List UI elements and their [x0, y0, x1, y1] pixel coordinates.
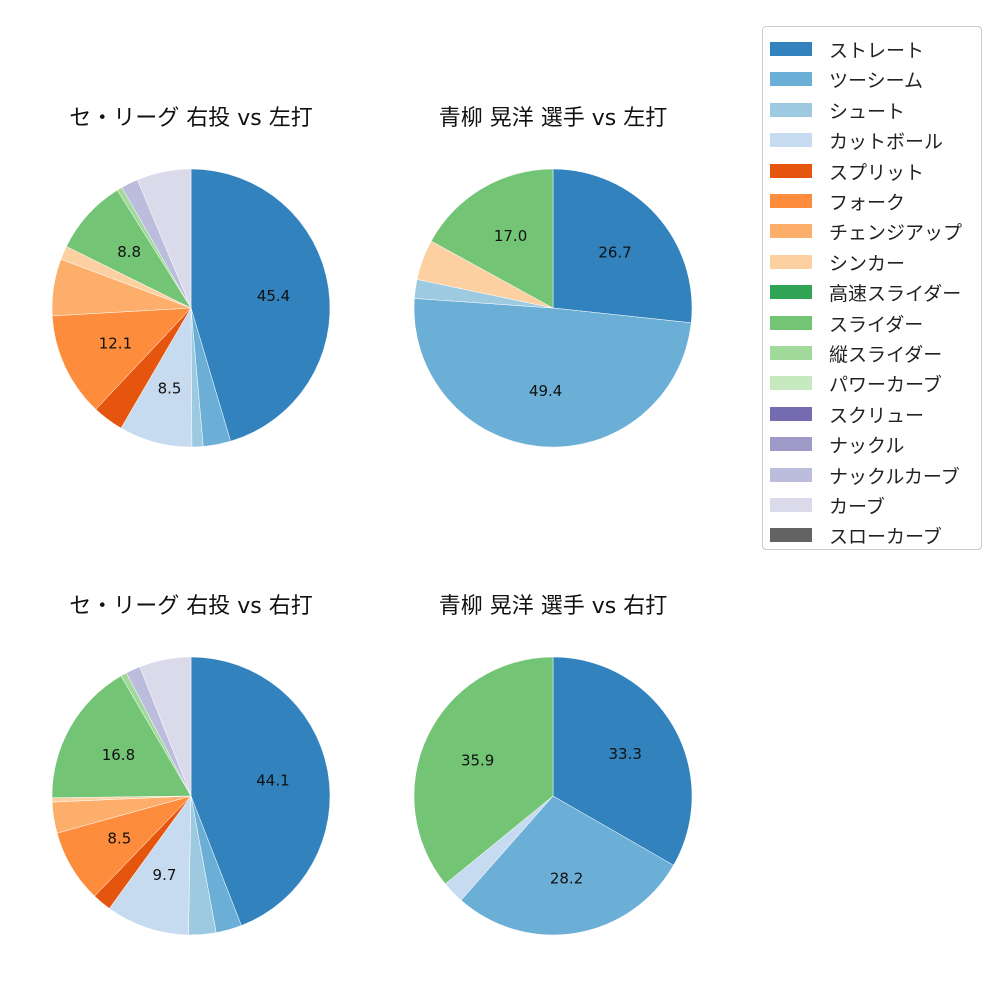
legend-swatch	[770, 467, 812, 482]
legend-item: カットボール	[763, 124, 981, 154]
pie-slice	[137, 168, 192, 309]
pie-chart-3: セ・リーグ 右投 vs 右打 44.1 9.7 8.5 16.8	[51, 594, 331, 936]
slice-value-label: 8.8	[117, 243, 141, 261]
legend-item: カーブ	[763, 489, 981, 519]
legend-label: 縦スライダー	[829, 344, 943, 366]
legend-item: スクリュー	[763, 398, 981, 428]
legend-swatch	[770, 376, 812, 391]
slice-value-label: 8.5	[107, 830, 131, 848]
legend-swatch	[770, 72, 812, 87]
pie-slice	[139, 656, 192, 797]
legend-label: フォーク	[829, 192, 906, 214]
legend-item: 縦スライダー	[763, 337, 981, 367]
legend-item: シュート	[763, 94, 981, 124]
legend-swatch	[770, 315, 812, 330]
legend-label: スローカーブ	[829, 526, 942, 549]
slice-value-label: 33.3	[608, 745, 641, 763]
slice-value-label: 35.9	[461, 751, 494, 769]
legend-swatch	[770, 102, 812, 117]
legend-swatch	[770, 528, 812, 543]
legend-swatch	[770, 437, 812, 452]
legend-label: カットボール	[829, 131, 944, 154]
legend-item: ナックルカーブ	[763, 459, 981, 489]
legend-item: パワーカーブ	[763, 367, 981, 397]
legend-item: 高速スライダー	[763, 276, 981, 306]
legend-label: ストレート	[829, 40, 925, 62]
legend-swatch	[770, 254, 812, 269]
legend-swatch	[770, 224, 812, 239]
legend: ストレートツーシームシュートカットボール スプリットフォークチェンジアップ シンカー…	[762, 26, 982, 550]
pie-chart-1: セ・リーグ 右投 vs 左打 45.4 8.5 12.1 8.8	[51, 106, 331, 448]
slice-value-label: 9.7	[153, 866, 177, 884]
legend-swatch	[770, 346, 812, 360]
chart-title: セ・リーグ 右投 vs 右打	[69, 594, 312, 619]
pie-chart-4: 青柳 晃洋 選手 vs 右打 33.3 28.2 35.9	[413, 594, 693, 936]
slice-value-label: 17.0	[494, 227, 527, 245]
legend-label: パワーカーブ	[829, 374, 942, 397]
pie-slice	[430, 168, 554, 309]
chart-title: 青柳 晃洋 選手 vs 左打	[439, 106, 667, 131]
legend-swatch	[770, 194, 812, 208]
slice-value-label: 8.5	[158, 380, 182, 398]
legend-item: チェンジアップ	[763, 215, 981, 245]
legend-swatch	[770, 42, 812, 56]
chart-title: 青柳 晃洋 選手 vs 右打	[439, 594, 667, 619]
legend-item: スローカーブ	[763, 519, 981, 549]
pie-slice	[108, 795, 192, 936]
pie-slice	[460, 795, 674, 936]
pie-slice	[413, 656, 554, 885]
pie-slice	[190, 656, 331, 926]
slice-value-label: 49.4	[529, 382, 562, 400]
legend-label: ナックル	[829, 435, 905, 458]
pie-slice	[552, 168, 693, 324]
legend-label: スクリュー	[829, 404, 925, 427]
pie-slice	[552, 656, 693, 866]
chart-title: セ・リーグ 右投 vs 左打	[69, 106, 312, 131]
legend-label: スプリット	[829, 161, 925, 184]
pie-slice	[51, 307, 192, 410]
pie-slice	[51, 675, 192, 799]
legend-item: シンカー	[763, 246, 981, 276]
legend-item: ナックル	[763, 428, 981, 458]
pie-chart-2: 青柳 晃洋 選手 vs 左打 26.7 49.4 17.0	[413, 106, 693, 448]
pie-slice	[190, 168, 331, 442]
slice-value-label: 44.1	[256, 772, 289, 790]
legend-label: シュート	[829, 100, 906, 123]
legend-swatch	[770, 285, 812, 300]
legend-swatch	[770, 498, 812, 512]
legend-label: 高速スライダー	[829, 283, 962, 306]
legend-item: フォーク	[763, 185, 981, 215]
slice-value-label: 16.8	[102, 746, 135, 764]
legend-label: スライダー	[829, 313, 924, 336]
slice-value-label: 26.7	[598, 243, 631, 261]
slice-value-label: 12.1	[99, 334, 132, 352]
legend-item: ツーシーム	[763, 63, 981, 93]
legend-label: カーブ	[829, 496, 885, 518]
legend-swatch	[770, 133, 812, 148]
legend-swatch	[770, 163, 812, 178]
legend-label: シンカー	[829, 252, 906, 275]
pie-slice	[413, 298, 692, 448]
legend-label: ナックルカーブ	[829, 465, 960, 488]
legend-label: チェンジアップ	[829, 222, 963, 245]
legend-item: スライダー	[763, 307, 981, 337]
slice-value-label: 45.4	[257, 287, 290, 305]
legend-label: ツーシーム	[829, 70, 924, 93]
slice-value-label: 28.2	[550, 869, 583, 887]
legend-swatch	[770, 406, 812, 421]
legend-item: スプリット	[763, 155, 981, 185]
legend-item: ストレート	[763, 33, 981, 63]
